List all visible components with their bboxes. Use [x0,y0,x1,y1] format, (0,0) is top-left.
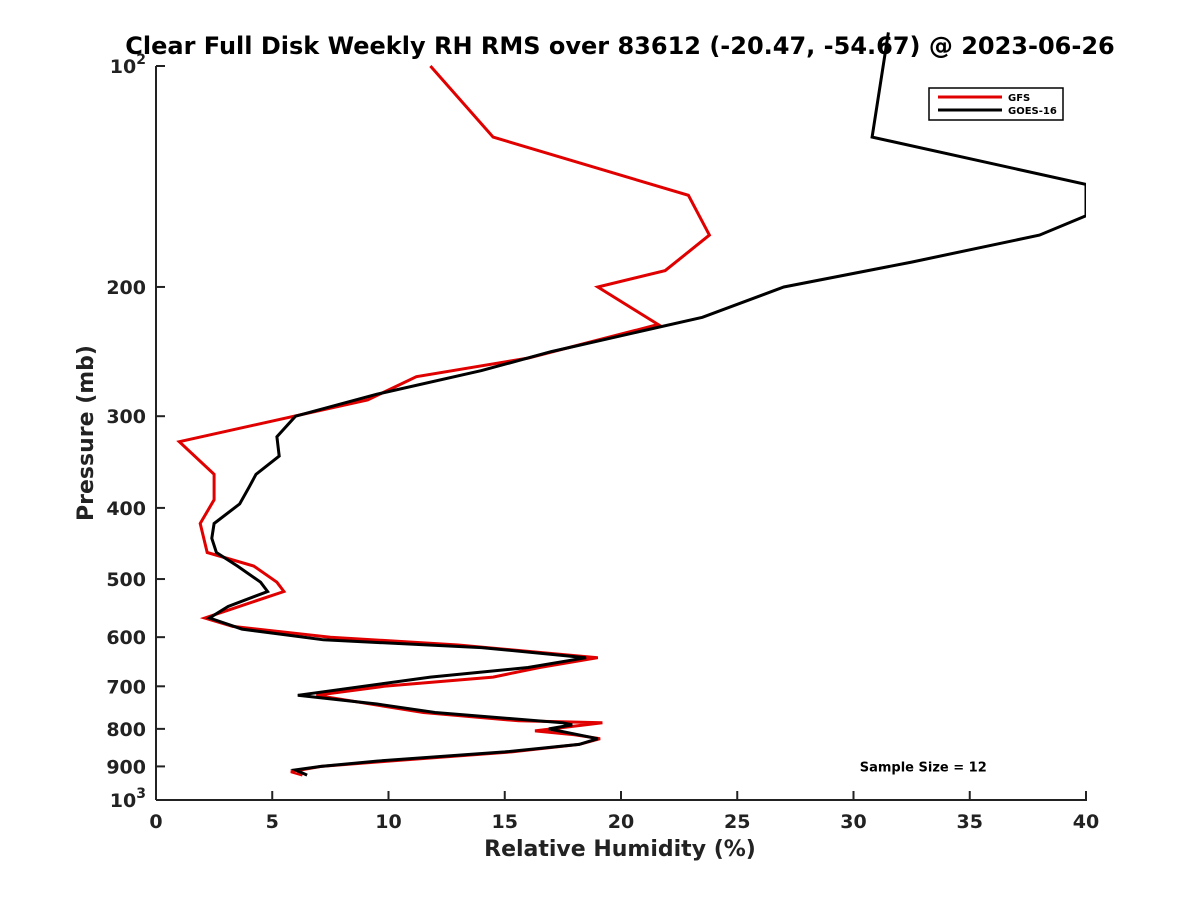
legend: GFS GOES-16 [928,87,1064,121]
y-tick-label: 200 [106,277,146,299]
x-tick-label: 40 [1073,811,1099,833]
series-line-goes-16 [206,32,1086,777]
y-tick-label: 300 [106,406,146,428]
legend-label-goes-16: GOES-16 [1008,106,1057,117]
legend-label-gfs: GFS [1008,93,1030,104]
x-tick-label: 5 [266,811,279,833]
x-tick-label: 20 [608,811,634,833]
y-axis-label: Pressure (mb) [74,345,99,521]
y-tick-label: 400 [106,498,146,520]
x-tick-label: 30 [840,811,866,833]
x-tick-label: 35 [957,811,983,833]
chart-title: Clear Full Disk Weekly RH RMS over 83612… [125,32,1114,60]
x-axis-label: Relative Humidity (%) [484,837,756,862]
legend-box [928,87,1064,121]
axes: 0 5 10 15 20 25 30 35 40 102 200 300 400 500 600 700 800… [106,52,1099,833]
y-tick-label: 102 [110,52,146,78]
x-tick-label: 15 [492,811,518,833]
y-tick-label: 800 [106,719,146,741]
sample-size-annotation: Sample Size = 12 [860,760,987,775]
x-tick-label: 25 [724,811,750,833]
series-lines [176,32,1086,777]
y-tick-label: 500 [106,569,146,591]
annotations: Sample Size = 12 [860,760,987,775]
y-tick-label: 700 [106,676,146,698]
y-tick-label: 600 [106,627,146,649]
y-tick-label: 900 [106,756,146,778]
x-tick-label: 10 [375,811,401,833]
x-tick-label: 0 [149,811,162,833]
